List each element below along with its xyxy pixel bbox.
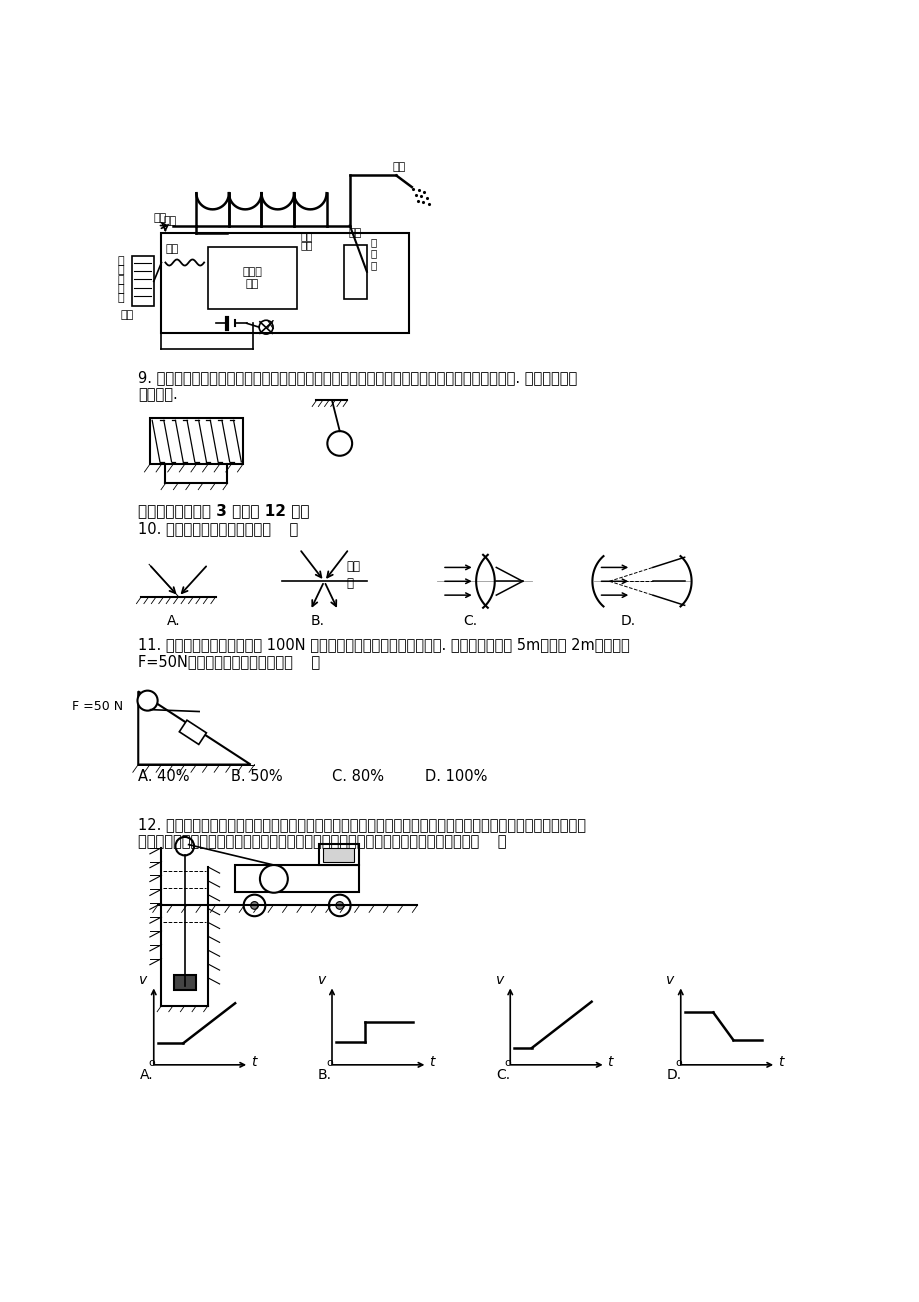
Text: C.: C.: [495, 1068, 510, 1082]
Bar: [162, 233, 409, 333]
Text: 磁: 磁: [118, 284, 124, 294]
Text: t: t: [428, 1056, 434, 1069]
Text: o: o: [505, 1059, 511, 1069]
Text: D. 100%: D. 100%: [425, 769, 487, 785]
Circle shape: [137, 690, 157, 711]
Text: B. 50%: B. 50%: [231, 769, 282, 785]
Bar: [174, 975, 196, 990]
Text: 电: 电: [118, 275, 124, 285]
Text: 火器: 火器: [245, 279, 259, 289]
Text: v: v: [317, 973, 325, 987]
Text: v: v: [495, 973, 504, 987]
Text: 12. 如图所示，是使用汽车打捞水下重物示意图，在重物从水底到井口的过程中，汽车以恒定的功率向右运动，忽: 12. 如图所示，是使用汽车打捞水下重物示意图，在重物从水底到井口的过程中，汽车…: [138, 816, 585, 832]
Text: C.: C.: [463, 615, 477, 628]
Text: v: v: [665, 973, 674, 987]
Text: 力示意图.: 力示意图.: [138, 387, 177, 402]
Circle shape: [335, 901, 344, 909]
Text: 活塞: 活塞: [348, 228, 361, 237]
Text: 燃: 燃: [118, 256, 124, 266]
Text: 进水: 进水: [163, 216, 176, 227]
Text: 灶头: 灶头: [165, 243, 178, 254]
Text: 进水: 进水: [153, 214, 167, 223]
Text: X: X: [266, 319, 275, 332]
Text: 水: 水: [346, 578, 353, 590]
Text: o: o: [326, 1059, 333, 1069]
Text: C. 80%: C. 80%: [332, 769, 383, 785]
Text: 阀: 阀: [118, 293, 124, 303]
Text: 点火: 点火: [301, 232, 313, 241]
Text: t: t: [607, 1056, 612, 1069]
Text: 喷头: 喷头: [392, 163, 405, 172]
Text: o: o: [675, 1059, 681, 1069]
Text: A.: A.: [166, 615, 180, 628]
Text: 10. 下面的光路图中正确的是（    ）: 10. 下面的光路图中正确的是（ ）: [138, 521, 298, 536]
Text: 空气: 空气: [346, 560, 359, 573]
Circle shape: [327, 431, 352, 456]
Text: v: v: [139, 973, 147, 987]
Polygon shape: [138, 691, 250, 764]
Text: B.: B.: [310, 615, 324, 628]
Bar: [319, 844, 358, 866]
Text: 电子点: 电子点: [243, 267, 262, 277]
Text: D.: D.: [666, 1068, 681, 1082]
Text: F=50N，则该装置的机械效率为（    ）: F=50N，则该装置的机械效率为（ ）: [138, 655, 320, 669]
Text: 淋
浴
阀: 淋 浴 阀: [370, 237, 377, 270]
Circle shape: [244, 894, 265, 917]
Bar: [132, 256, 153, 306]
Bar: [235, 866, 358, 892]
Text: A. 40%: A. 40%: [138, 769, 189, 785]
Text: t: t: [777, 1056, 782, 1069]
Polygon shape: [179, 720, 206, 745]
Text: 气: 气: [118, 266, 124, 275]
Text: D.: D.: [619, 615, 635, 628]
Text: t: t: [250, 1056, 255, 1069]
Text: 进气: 进气: [120, 310, 133, 320]
Text: 二、选择题（每题 3 分，共 12 分）: 二、选择题（每题 3 分，共 12 分）: [138, 503, 310, 518]
Bar: [323, 848, 353, 862]
Circle shape: [260, 865, 288, 893]
Text: 9. 一根绳子系着一个铁球，悬挂在一个通电螺线管右边，小球静止时与通电螺线管等高且不接触. 请画出小球受: 9. 一根绳子系着一个铁球，悬挂在一个通电螺线管右边，小球静止时与通电螺线管等高…: [138, 370, 577, 385]
Bar: [344, 245, 367, 298]
Text: B.: B.: [318, 1068, 332, 1082]
Text: 11. 利用如图所示装置将重为 100N 的物体匀速从斜面的底端拉到顶端. 已知斜面的长是 5m，高是 2m，拉力为: 11. 利用如图所示装置将重为 100N 的物体匀速从斜面的底端拉到顶端. 已知…: [138, 638, 630, 652]
Text: o: o: [148, 1059, 155, 1069]
Text: 探针: 探针: [301, 241, 313, 251]
Text: A.: A.: [140, 1068, 153, 1082]
Circle shape: [328, 894, 350, 917]
Bar: [150, 418, 243, 465]
Text: F =50 N: F =50 N: [73, 700, 123, 713]
Circle shape: [176, 837, 194, 855]
Circle shape: [250, 901, 258, 909]
Text: 略水的阻力和滑轮的摩擦，四位同学画出了汽车速度随时间变化的图象，其中正确的是（    ）: 略水的阻力和滑轮的摩擦，四位同学画出了汽车速度随时间变化的图象，其中正确的是（ …: [138, 833, 506, 849]
Bar: [208, 247, 297, 309]
